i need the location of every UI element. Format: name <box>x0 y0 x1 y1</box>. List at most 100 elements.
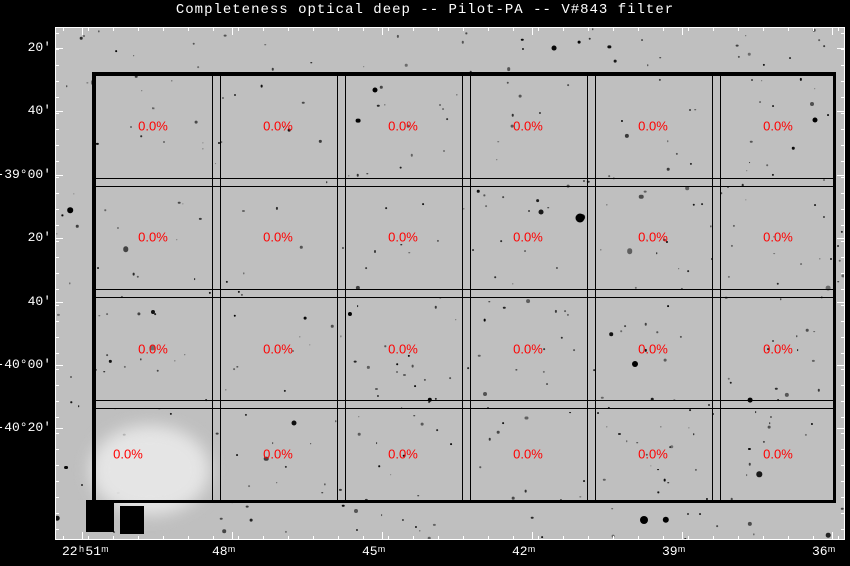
ytick-minor <box>55 97 59 98</box>
xtick-minor <box>263 536 264 540</box>
bg-star <box>78 406 80 408</box>
bg-star <box>197 66 199 68</box>
xtick-minor <box>238 536 239 540</box>
ytick-minor <box>55 465 59 466</box>
xtick-minor <box>488 27 489 31</box>
xtick-label: 42ᵐ <box>512 544 535 559</box>
grid-hline <box>92 75 836 76</box>
bg-star <box>342 505 345 508</box>
bg-star <box>381 514 383 516</box>
xtick-minor <box>138 27 139 31</box>
ytick-minor <box>55 241 59 242</box>
ytick-minor <box>841 305 845 306</box>
ytick-minor <box>841 513 845 514</box>
xtick-minor <box>413 536 414 540</box>
xtick-minor <box>763 536 764 540</box>
ytick-mark <box>55 428 63 429</box>
ytick-minor <box>55 513 59 514</box>
dead-region <box>86 500 114 532</box>
xtick-minor <box>288 27 289 31</box>
ytick-minor <box>55 65 59 66</box>
xtick-minor <box>513 536 514 540</box>
cell-completeness-value: 0.0% <box>138 342 168 357</box>
grid-vline <box>95 72 96 503</box>
ytick-minor <box>55 497 59 498</box>
xtick-minor <box>538 536 539 540</box>
bg-star <box>81 484 83 486</box>
ytick-mark <box>55 302 63 303</box>
ytick-minor <box>841 369 845 370</box>
xtick-minor <box>438 536 439 540</box>
cell-completeness-value: 0.0% <box>263 447 293 462</box>
cell-completeness-value: 0.0% <box>763 119 793 134</box>
ytick-minor <box>55 193 59 194</box>
bg-star <box>659 57 661 59</box>
ytick-minor <box>55 449 59 450</box>
ytick-minor <box>55 529 59 530</box>
ytick-mark <box>55 238 63 239</box>
xtick-minor <box>463 27 464 31</box>
xtick-minor <box>738 27 739 31</box>
xtick-minor <box>338 536 339 540</box>
ytick-minor <box>55 161 59 162</box>
xtick-minor <box>813 536 814 540</box>
ytick-label: 20' <box>28 40 51 55</box>
bg-star <box>826 533 831 538</box>
cell-completeness-value: 0.0% <box>388 230 418 245</box>
xtick-minor <box>288 536 289 540</box>
bg-star <box>614 60 617 63</box>
bg-star <box>837 245 839 247</box>
xtick-minor <box>213 27 214 31</box>
xtick-mark <box>532 27 533 35</box>
xtick-minor <box>513 27 514 31</box>
cell-completeness-value: 0.0% <box>638 447 668 462</box>
grid-vline <box>595 72 596 503</box>
ytick-minor <box>841 33 845 34</box>
ytick-minor <box>841 129 845 130</box>
ytick-mark <box>837 175 845 176</box>
bg-star <box>70 376 72 378</box>
xtick-mark <box>382 532 383 540</box>
grid-hline <box>92 178 836 179</box>
grid-vline <box>712 72 713 503</box>
grid-vline <box>212 72 213 503</box>
xtick-minor <box>738 536 739 540</box>
xtick-mark <box>682 27 683 35</box>
bg-star <box>249 519 252 522</box>
xtick-mark <box>82 27 83 35</box>
xtick-minor <box>338 27 339 31</box>
xtick-mark <box>232 532 233 540</box>
cell-completeness-value: 0.0% <box>763 447 793 462</box>
cell-completeness-value: 0.0% <box>138 119 168 134</box>
cell-completeness-value: 0.0% <box>513 342 543 357</box>
cell-completeness-value: 0.0% <box>388 119 418 134</box>
ytick-minor <box>841 225 845 226</box>
xtick-minor <box>588 27 589 31</box>
xtick-mark <box>832 532 833 540</box>
cell-completeness-value: 0.0% <box>638 119 668 134</box>
ytick-minor <box>841 65 845 66</box>
ytick-label: -40°20' <box>0 420 51 435</box>
bg-star <box>837 281 839 283</box>
cell-completeness-value: 0.0% <box>763 342 793 357</box>
ytick-minor <box>55 321 59 322</box>
ytick-minor <box>841 193 845 194</box>
grid-hline <box>92 289 836 290</box>
cell-completeness-value: 0.0% <box>388 447 418 462</box>
xtick-minor <box>113 536 114 540</box>
cell-completeness-value: 0.0% <box>513 119 543 134</box>
cell-completeness-value: 0.0% <box>263 230 293 245</box>
bg-star <box>405 64 408 67</box>
ytick-minor <box>55 129 59 130</box>
cell-completeness-value: 0.0% <box>388 342 418 357</box>
ytick-minor <box>55 49 59 50</box>
bg-star <box>265 44 267 46</box>
ytick-minor <box>841 321 845 322</box>
coverage-outer-border <box>92 72 836 503</box>
xtick-minor <box>638 536 639 540</box>
xtick-mark <box>682 532 683 540</box>
bg-star <box>115 50 117 52</box>
ytick-minor <box>55 257 59 258</box>
bg-star <box>192 42 195 45</box>
xtick-minor <box>688 536 689 540</box>
